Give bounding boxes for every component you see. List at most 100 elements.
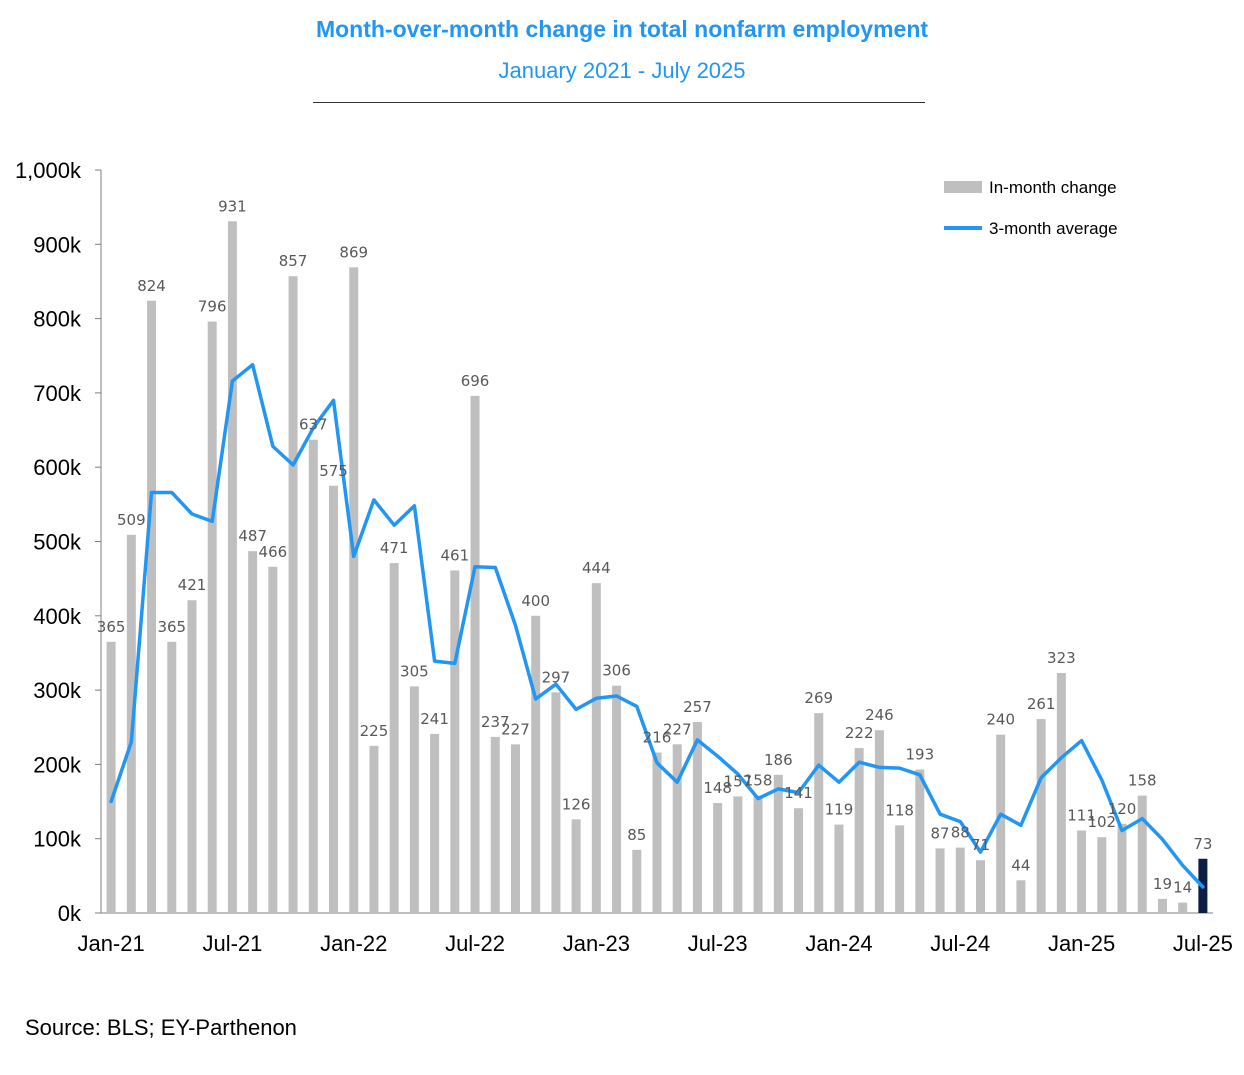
y-tick-label: 100k [33, 827, 82, 852]
bar-value-label: 637 [299, 416, 328, 434]
bar [268, 566, 278, 913]
source-note: Source: BLS; EY-Parthenon [25, 1015, 297, 1040]
bar [1077, 830, 1087, 913]
bar [652, 752, 662, 913]
bar [207, 321, 217, 913]
y-tick-label: 800k [33, 307, 82, 332]
bar-value-label: 141 [784, 784, 813, 802]
bar-value-label: 193 [906, 746, 935, 764]
bar-value-label: 365 [157, 618, 186, 636]
bar [753, 795, 763, 913]
bar-value-label: 237 [481, 713, 510, 731]
bar [996, 734, 1006, 913]
bar [1036, 719, 1046, 913]
bar-value-label: 869 [339, 243, 368, 261]
legend-bar-label: In-month change [989, 178, 1117, 197]
bar-value-label: 365 [97, 618, 126, 636]
bar [713, 803, 723, 913]
bar [248, 551, 258, 913]
bar [874, 730, 884, 913]
bar [329, 485, 339, 913]
bar [389, 563, 399, 913]
bar-value-label: 44 [1011, 856, 1030, 874]
y-axis: 0k 100k 200k 300k 400k 500k 600k 700k 800k 900k 1,… [15, 158, 102, 926]
bar-value-label: 931 [218, 197, 247, 215]
bar-value-label: 487 [238, 527, 267, 545]
bar-value-label: 225 [360, 722, 389, 740]
bar-value-label: 246 [865, 706, 894, 724]
bar [308, 439, 318, 913]
bar [369, 745, 379, 913]
bar [510, 744, 520, 913]
bar [1157, 898, 1167, 913]
bar [349, 267, 359, 913]
y-tick-label: 1,000k [15, 158, 82, 183]
bar-value-label: 157 [724, 772, 753, 790]
x-tick-label: Jul-21 [202, 931, 262, 956]
bar-value-label: 261 [1027, 695, 1056, 713]
bar [915, 769, 925, 913]
chart-title: Month-over-month change in total nonfarm… [315, 16, 929, 42]
employment-chart: 0k 100k 200k 300k 400k 500k 600k 700k 800k 900k 1,… [15, 158, 1233, 956]
bar-value-label: 216 [643, 729, 672, 747]
legend: In-month change 3-month average [944, 178, 1118, 238]
bar [288, 276, 298, 913]
x-tick-label: Jul-22 [445, 931, 505, 956]
line-series [109, 362, 1205, 889]
bar-value-label: 126 [562, 795, 591, 813]
bar [975, 860, 985, 913]
bar [814, 713, 824, 913]
bar [1137, 795, 1147, 913]
x-tick-label: Jan-22 [320, 931, 387, 956]
bar [834, 824, 844, 913]
bar-value-label: 400 [521, 592, 550, 610]
bar-value-label: 186 [764, 751, 793, 769]
bar-value-label: 305 [400, 662, 429, 680]
bar-value-label: 269 [804, 689, 833, 707]
bar-value-label: 111 [1067, 807, 1096, 825]
bar [490, 736, 500, 913]
bar-value-label: 796 [198, 298, 227, 316]
bar-value-label: 73 [1193, 835, 1212, 853]
bar-value-label: 71 [971, 836, 990, 854]
bar-value-label: 575 [319, 462, 348, 480]
bar [1117, 823, 1127, 913]
bar-value-label: 87 [931, 824, 950, 842]
x-tick-label: Jan-23 [563, 931, 630, 956]
y-tick-label: 0k [58, 901, 82, 926]
bar [1097, 837, 1107, 913]
bar [733, 796, 743, 913]
bar-value-label: 14 [1173, 879, 1192, 897]
bar-value-label: 323 [1047, 649, 1076, 667]
x-tick-label: Jul-25 [1173, 931, 1233, 956]
bar-value-label: 257 [683, 698, 712, 716]
y-tick-label: 200k [33, 752, 82, 777]
bar-value-label: 227 [501, 720, 530, 738]
bar [955, 847, 965, 913]
bar-value-label: 85 [627, 826, 646, 844]
y-tick-label: 300k [33, 678, 82, 703]
bar [106, 641, 116, 913]
bar [1178, 902, 1188, 913]
bar-value-label: 240 [986, 711, 1015, 729]
bar-value-label: 148 [703, 779, 732, 797]
bar-series [106, 221, 1208, 914]
bar-value-label: 466 [259, 543, 288, 561]
bar [591, 583, 601, 913]
title-divider [313, 102, 925, 103]
bar-value-label: 509 [117, 511, 146, 529]
bar-value-label: 222 [845, 724, 874, 742]
bar [167, 641, 177, 913]
bar-value-label: 461 [440, 546, 469, 564]
x-tick-label: Jan-25 [1048, 931, 1115, 956]
x-tick-label: Jul-23 [688, 931, 748, 956]
bar [450, 570, 460, 913]
bar [935, 848, 945, 913]
bar-value-label: 88 [951, 824, 970, 842]
bar [672, 744, 682, 913]
x-axis: Jan-21 Jul-21 Jan-22 Jul-22 Jan-23 Jul-23 Jan-… [77, 912, 1233, 956]
legend-bar-swatch [944, 181, 982, 193]
bar-value-label: 297 [542, 668, 571, 686]
bar-value-label: 120 [1108, 800, 1137, 818]
